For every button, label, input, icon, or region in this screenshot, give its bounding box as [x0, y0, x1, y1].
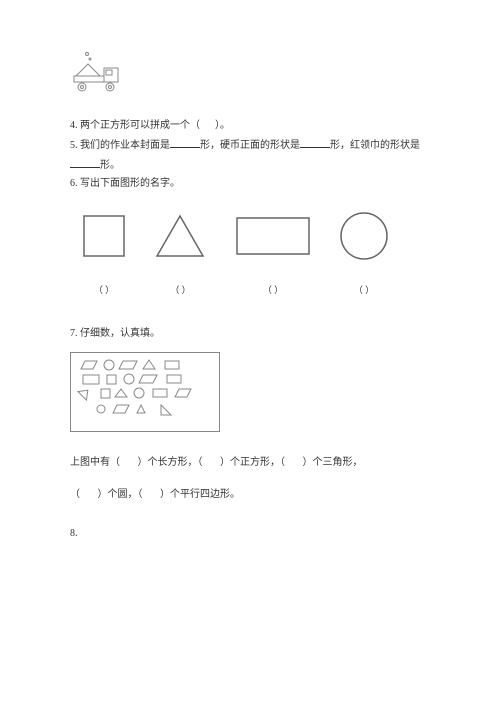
q7-l2-p1: （ [70, 489, 80, 500]
answer-slot-4: （ ） [338, 283, 390, 296]
question-8-title: 8. [70, 526, 430, 542]
truck-illustration [70, 50, 430, 98]
q7-blank2 [205, 457, 218, 468]
question-4: 4. 两个正方形可以拼成一个（ ）。 [70, 118, 430, 134]
q5-part2: 形，硬币正面的形状是 [200, 140, 300, 151]
question-6-title: 6. 写出下面图形的名字。 [70, 176, 430, 192]
q7-l2-p2: ）个圆，（ [98, 489, 143, 500]
shape-rectangle [233, 212, 313, 263]
question-5-line2: 形。 [70, 156, 430, 174]
shapes-row [70, 210, 430, 265]
shape-square [80, 212, 128, 263]
q7-blank1 [123, 457, 136, 468]
q7-l1-p4: ）个三角形， [303, 457, 363, 468]
q5-part1: 5. 我们的作业本封面是 [70, 140, 170, 151]
q7-blank5 [145, 489, 158, 500]
q5-blank1 [170, 136, 200, 148]
q7-line1: 上图中有（ ）个长方形，（ ）个正方形，（ ）个三角形， [70, 452, 430, 474]
question-7-title: 7. 仔细数，认真填。 [70, 326, 430, 342]
answer-row: （ ） （ ） （ ） （ ） [70, 283, 430, 296]
q4-prefix: 4. 两个正方形可以拼成一个（ [70, 120, 200, 131]
q7-l1-p3: ）个正方形，（ [220, 457, 285, 468]
answer-slot-2: （ ） [153, 283, 208, 296]
q7-l1-p1: 上图中有（ [70, 457, 120, 468]
shape-triangle [153, 212, 208, 263]
q5-blank2 [300, 136, 330, 148]
question-5: 5. 我们的作业本封面是 形，硬币正面的形状是 形，红领巾的形状是 [70, 136, 430, 154]
q5-part3: 形，红领巾的形状是 [330, 140, 420, 151]
q5-part4: 形。 [100, 160, 120, 171]
q7-l1-p2: ）个长方形，（ [138, 457, 203, 468]
q4-suffix: ）。 [215, 120, 230, 131]
answer-slot-1: （ ） [80, 283, 128, 296]
q7-shapes-box [70, 352, 220, 432]
q7-l2-p3: ）个平行四边形。 [160, 489, 240, 500]
shape-circle [338, 210, 390, 265]
q7-blank3 [288, 457, 301, 468]
q7-line2: （ ）个圆，（ ）个平行四边形。 [70, 484, 430, 506]
q4-blank [203, 120, 213, 131]
q7-blank4 [83, 489, 96, 500]
answer-slot-3: （ ） [233, 283, 313, 296]
q5-blank3 [70, 156, 100, 168]
